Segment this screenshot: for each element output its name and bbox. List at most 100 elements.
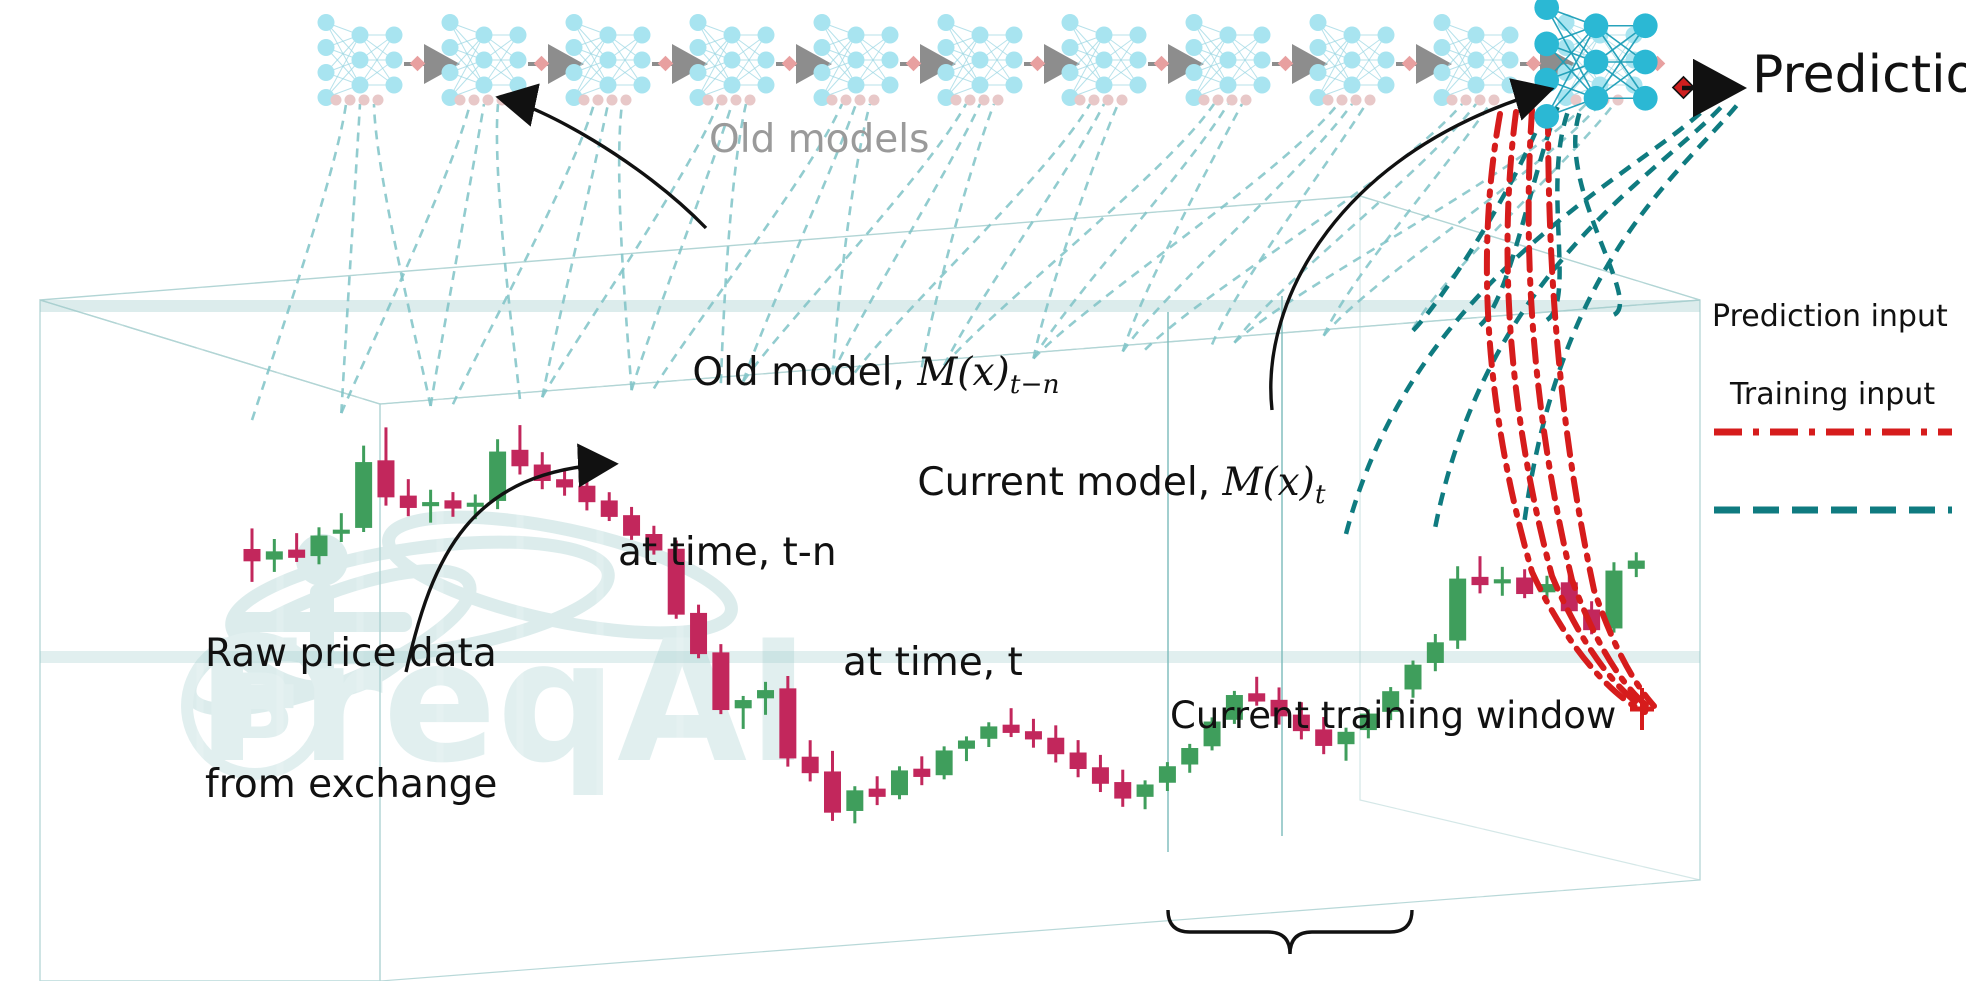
old-model-annotation-line2: at time, t-n [618,529,837,575]
training-input-line [742,103,968,383]
current-training-window-label: Current training window [1170,694,1617,737]
network-node [1377,76,1395,94]
old-model-paren-close: ) [994,350,1010,396]
network-node [813,39,831,56]
raw-price-arrow [404,443,619,673]
network-node [813,14,831,31]
training-input-line [372,103,432,407]
old-model-annotation-line1: Old model, M(x)t−n [618,307,1059,443]
network-node [599,76,617,94]
training-input-line [250,103,348,421]
network-node [937,14,955,31]
raw-price-line1: Raw price data [205,631,497,677]
network-input-nodes [826,94,880,106]
network-node [1583,13,1609,39]
network-node [1253,76,1271,94]
network-node [1632,49,1658,75]
network-node [1433,14,1451,31]
network-node [565,64,583,81]
old-model-arrow [495,83,708,230]
current-model-annotation-line1: Current model, M(x)t [843,417,1325,553]
network-input-nodes [1322,94,1376,106]
network-node [1433,89,1451,106]
network-node [1185,39,1203,56]
candlestick [1359,709,1377,739]
network-node [757,26,775,44]
network-node [441,64,459,81]
training-input-line-current [1573,105,1623,317]
network-node [509,26,527,44]
network-node [317,89,335,106]
training-input-line [853,103,1092,374]
network-node [1377,26,1395,44]
network-node [1253,51,1271,69]
training-input-line [1032,103,1340,360]
network-node [813,64,831,81]
prediction-marker [1630,688,1654,730]
network-node [1632,85,1658,111]
network-node [385,26,403,44]
network-node [1309,14,1327,31]
candlestick [377,427,395,506]
network-node [1095,51,1113,69]
network-node [1185,64,1203,81]
candlestick [1069,740,1087,778]
current-model-paren-open: ( [1262,460,1278,506]
network-node [1061,89,1079,106]
candlestick [265,539,283,572]
training-input-line [340,103,362,414]
candlestick [757,681,775,715]
network-node [937,39,955,56]
network-node [1005,51,1023,69]
candlestick [355,445,373,533]
model-checkpoint-marker [1029,55,1046,72]
old-model-network [1185,14,1271,106]
candlestick [935,746,953,780]
candlestick [1203,717,1221,751]
current-model-math-x: x [1277,460,1300,506]
candlestick [1382,687,1400,721]
network-node [1061,64,1079,81]
candlestick [444,492,462,517]
network-node [475,51,493,69]
network-node [1185,89,1203,106]
old-model-network [689,14,775,106]
current-model-annotation-line2: at time, t [843,639,1023,685]
network-node [385,51,403,69]
model-checkpoint-marker [1277,55,1294,72]
candlestick [1248,676,1266,706]
candlestick [1471,556,1489,594]
old-models-label: Old models [709,117,930,162]
network-node [1219,26,1237,44]
network-node [1557,14,1575,31]
current-model-math-m: M [1222,460,1263,506]
network-node [847,26,865,44]
old-model-annotation: Old model, M(x)t−n at time, t-n [618,220,1060,662]
training-input-line [340,103,472,414]
old-model-network [1309,14,1395,106]
network-node [351,76,369,94]
network-input-nodes [950,94,1004,106]
network-node [689,39,707,56]
training-input-line [831,103,872,375]
network-node [971,76,989,94]
training-input-line [495,103,522,400]
network-node [1632,13,1658,39]
network-node [937,89,955,106]
network-node [633,51,651,69]
training-input-line [1233,103,1478,344]
candlestick [1337,727,1355,761]
network-node [723,26,741,44]
network-node [1501,26,1519,44]
network-node [509,51,527,69]
training-input-line [451,103,596,405]
network-node [937,64,955,81]
training-window-brace [1166,909,1414,955]
training-input-line [429,103,486,407]
training-input-line [741,103,858,382]
candlestick [310,527,328,565]
